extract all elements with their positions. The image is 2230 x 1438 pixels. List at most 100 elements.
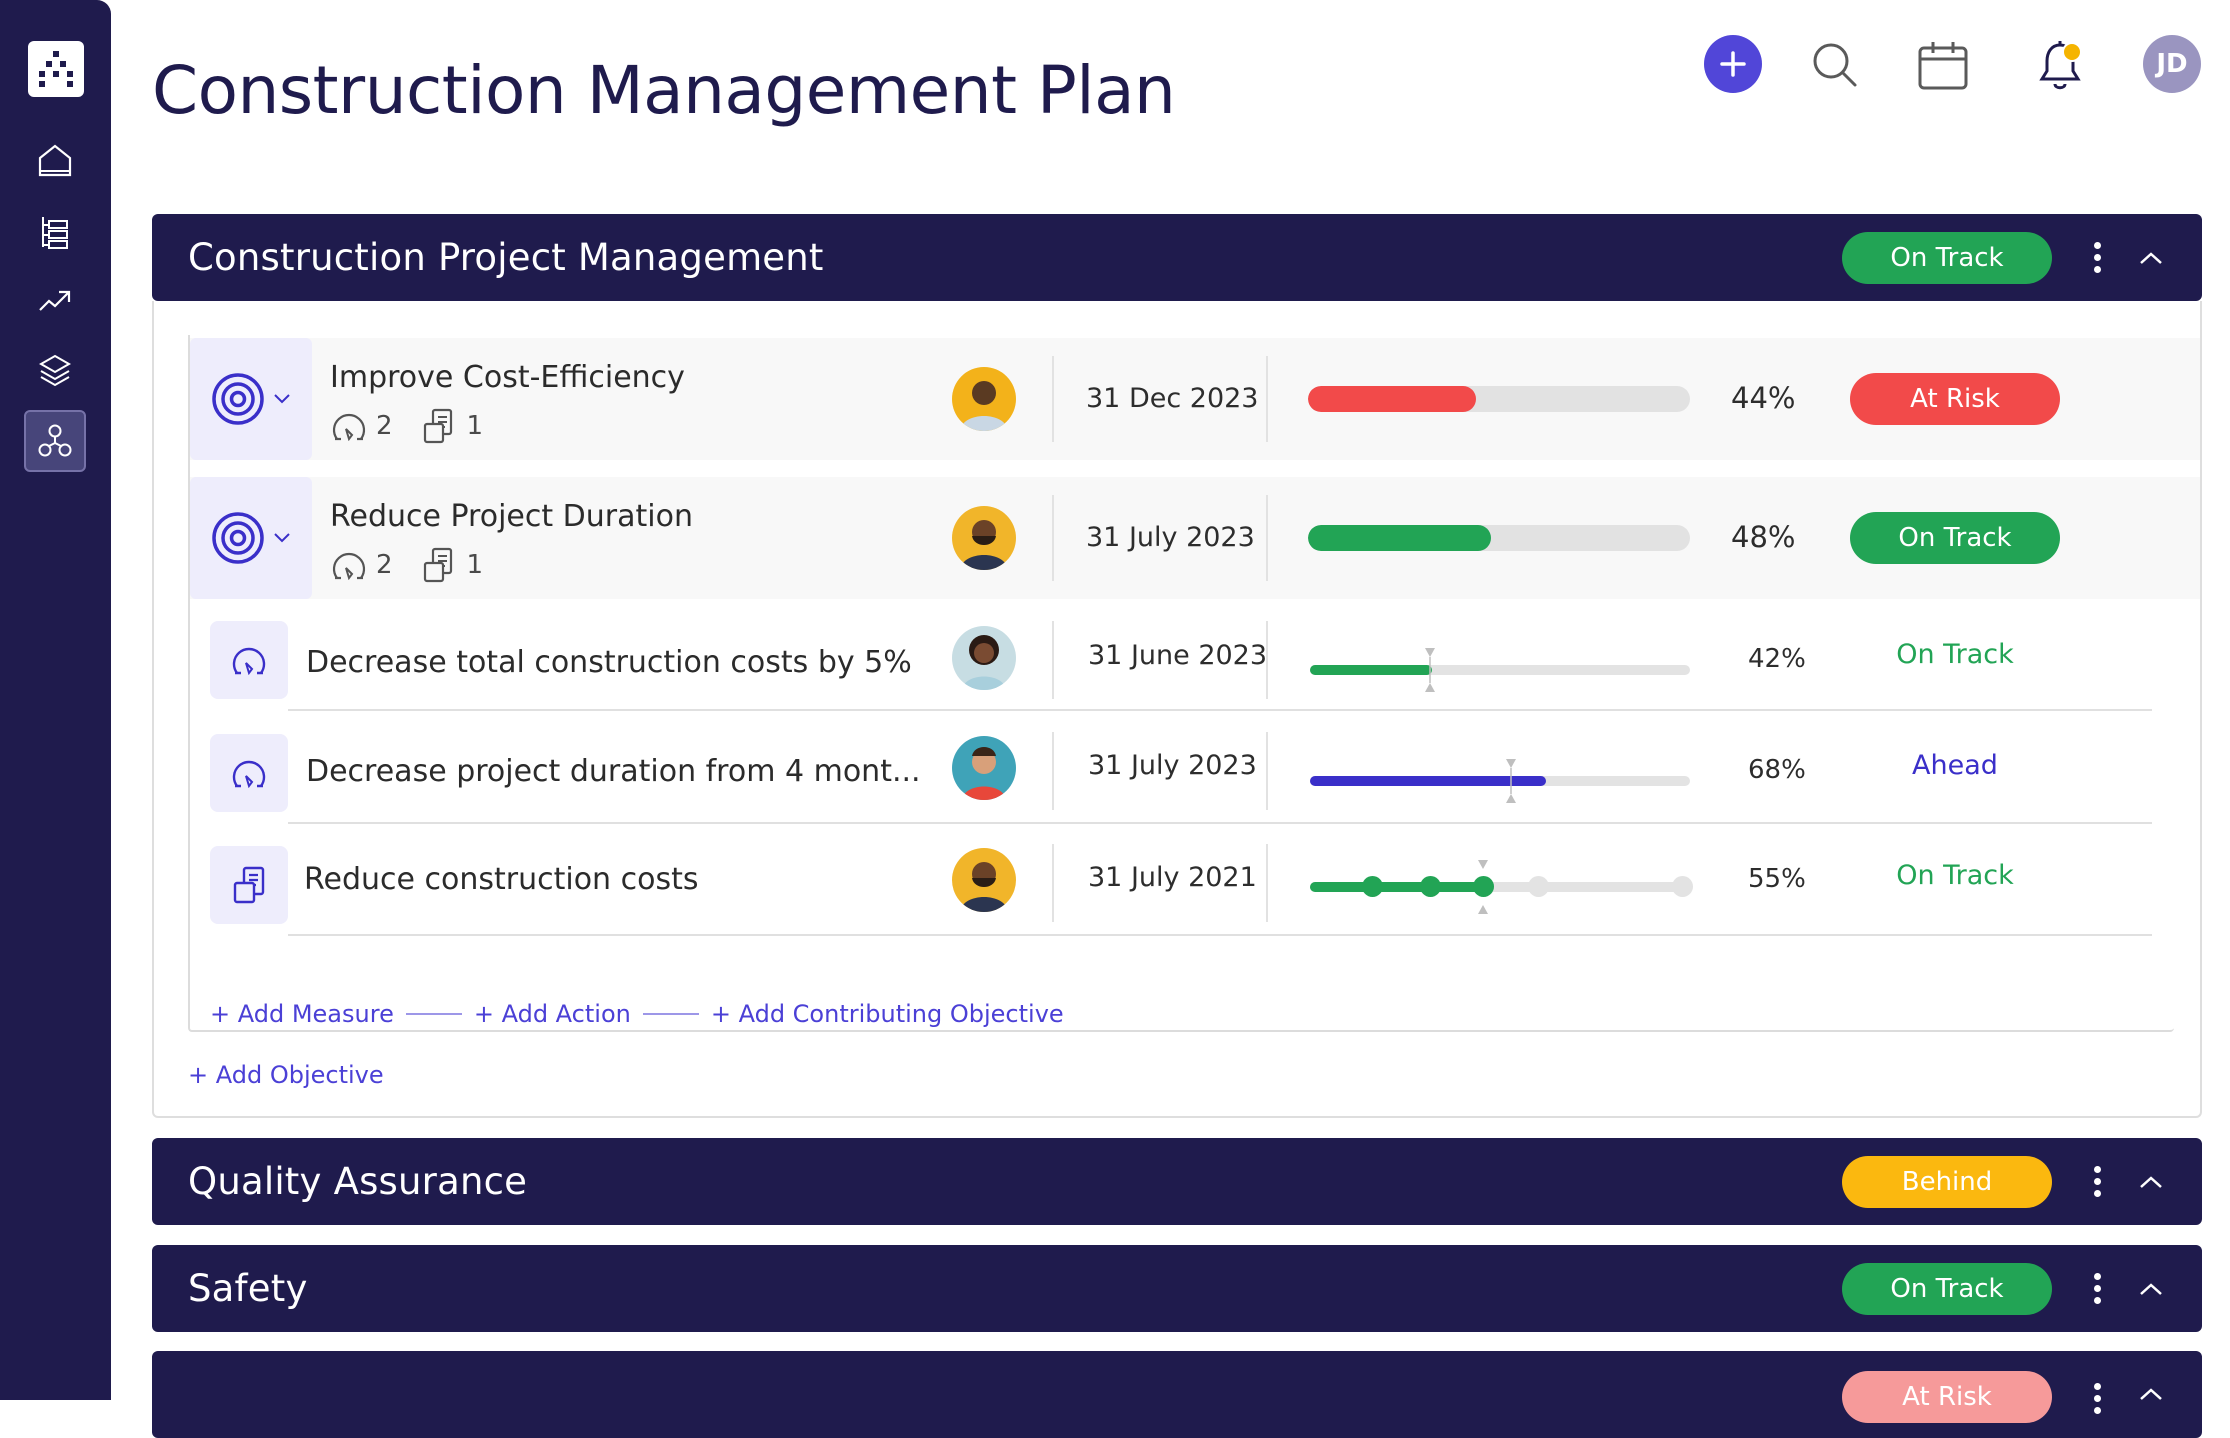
actions-doc-icon [423, 408, 452, 444]
measure-row[interactable]: Decrease project duration from 4 mont...… [190, 714, 2176, 824]
chevron-down-icon [274, 533, 290, 543]
due-date: 31 July 2023 [1088, 750, 1257, 781]
chevron-down-icon [274, 394, 290, 404]
progress-bar [1308, 386, 1690, 412]
section-title: Construction Project Management [188, 236, 824, 279]
section-status-badge: Behind [1842, 1155, 2052, 1208]
progress-percent: 44% [1731, 381, 1796, 415]
sidebar-item-home[interactable] [24, 129, 86, 191]
action-row[interactable]: Reduce construction costs 31 July 2021 5… [190, 826, 2176, 936]
milestone-dot-done[interactable] [1362, 876, 1383, 897]
status-text: On Track [1896, 860, 2014, 891]
sidebar-item-layers[interactable] [24, 339, 86, 401]
section-status-badge: On Track [1842, 231, 2052, 284]
progress-bar [1310, 648, 1690, 692]
gauge-icon [232, 760, 266, 788]
sidebar [0, 0, 111, 1400]
top-toolbar: JD [0, 35, 2230, 95]
owner-avatar[interactable] [952, 626, 1016, 690]
action-title: Reduce construction costs [304, 862, 699, 897]
section-safety: Safety On Track [152, 1245, 2202, 1332]
milestone-dot-done[interactable] [1420, 876, 1441, 897]
objective-row[interactable]: Reduce Project Duration 2 1 31 July 2023… [190, 477, 2200, 599]
actions-doc-icon [423, 547, 452, 583]
layers-icon [38, 354, 72, 387]
due-date: 31 July 2021 [1088, 862, 1257, 893]
action-type-badge [210, 846, 288, 924]
add-measure-link[interactable]: + Add Measure [210, 1000, 394, 1028]
due-date: 31 Dec 2023 [1086, 383, 1259, 414]
notification-badge [2062, 42, 2082, 62]
target-marker-icon [1506, 759, 1516, 803]
measures-count: 2 [376, 550, 393, 580]
home-icon [38, 144, 72, 177]
measures-count: 2 [376, 411, 393, 441]
add-contributing-objective-link[interactable]: + Add Contributing Objective [710, 1000, 1064, 1028]
section-header[interactable]: Construction Project Management On Track [152, 214, 2202, 301]
sidebar-item-hierarchy[interactable] [24, 201, 86, 263]
status-badge: On Track [1850, 512, 2060, 564]
section-header[interactable]: Safety On Track [152, 1245, 2202, 1332]
status-badge: At Risk [1850, 373, 2060, 425]
section-status-badge: On Track [1842, 1262, 2052, 1315]
row-divider [288, 709, 2152, 711]
calendar-button[interactable] [1913, 35, 1973, 95]
due-date: 31 July 2023 [1086, 522, 1255, 553]
owner-avatar[interactable] [952, 367, 1016, 431]
progress-bar [1310, 759, 1690, 803]
notifications-button[interactable] [2030, 35, 2090, 95]
progress-percent: 55% [1748, 864, 1806, 894]
objective-row[interactable]: Improve Cost-Efficiency 2 1 31 Dec 2023 … [190, 338, 2200, 460]
milestone-dot-pending[interactable] [1672, 876, 1693, 897]
actions-count: 1 [466, 550, 484, 580]
measure-title: Decrease project duration from 4 mont... [306, 754, 921, 789]
owner-avatar[interactable] [952, 848, 1016, 912]
column-divider [1266, 621, 1268, 699]
owner-avatar[interactable] [952, 506, 1016, 570]
user-avatar[interactable]: JD [2143, 35, 2201, 93]
tree-list-icon [42, 217, 68, 249]
objective-expand-toggle[interactable] [190, 477, 312, 599]
due-date: 31 June 2023 [1088, 640, 1268, 671]
collapse-chevron-icon[interactable] [2136, 1282, 2166, 1296]
link-separator [642, 1013, 699, 1015]
column-divider [1052, 621, 1054, 699]
column-divider [1052, 356, 1054, 442]
progress-bar [1308, 525, 1690, 551]
app-logo[interactable] [28, 41, 84, 97]
add-action-link[interactable]: + Add Action [473, 1000, 631, 1028]
network-icon [38, 424, 72, 457]
calendar-icon [1918, 42, 1968, 90]
progress-fill [1310, 882, 1481, 892]
column-divider [1266, 495, 1268, 581]
section-header[interactable]: Quality Assurance Behind [152, 1138, 2202, 1225]
gauge-icon [332, 552, 366, 580]
more-options-icon[interactable] [2082, 1166, 2112, 1197]
measure-row[interactable]: Decrease total construction costs by 5% … [190, 601, 2176, 711]
more-options-icon[interactable] [2082, 242, 2112, 273]
section-title: Quality Assurance [188, 1160, 528, 1203]
add-button[interactable] [1704, 35, 1762, 93]
objective-title: Improve Cost-Efficiency [330, 360, 685, 395]
link-separator [405, 1013, 462, 1015]
progress-percent: 48% [1731, 520, 1796, 554]
section-construction-project-management: Construction Project Management On Track [152, 214, 2202, 301]
logo-icon [39, 51, 73, 87]
collapse-chevron-icon[interactable] [2136, 1371, 2166, 1401]
search-button[interactable] [1805, 35, 1865, 95]
sidebar-item-trends[interactable] [24, 270, 86, 332]
sidebar-item-alignment[interactable] [24, 410, 86, 472]
column-divider [1266, 844, 1268, 922]
add-objective-link[interactable]: + Add Objective [188, 1061, 384, 1089]
column-divider [1266, 732, 1268, 810]
owner-avatar[interactable] [952, 736, 1016, 800]
objective-expand-toggle[interactable] [190, 338, 312, 460]
milestone-dot-done[interactable] [1473, 876, 1494, 897]
section-header[interactable]: At Risk [152, 1351, 2202, 1438]
more-options-icon[interactable] [2082, 1273, 2112, 1304]
more-options-icon[interactable] [2082, 1371, 2112, 1414]
milestone-dot-pending[interactable] [1528, 876, 1549, 897]
collapse-chevron-icon[interactable] [2136, 251, 2166, 265]
section-body: Improve Cost-Efficiency 2 1 31 Dec 2023 … [152, 301, 2202, 1118]
collapse-chevron-icon[interactable] [2136, 1175, 2166, 1189]
